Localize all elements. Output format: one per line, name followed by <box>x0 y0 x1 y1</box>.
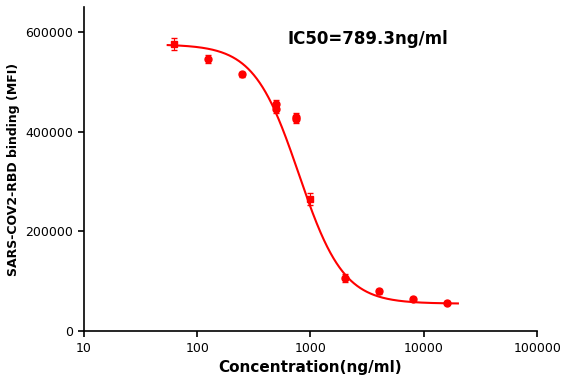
X-axis label: Concentration(ng/ml): Concentration(ng/ml) <box>219 360 402 375</box>
Text: IC50=789.3ng/ml: IC50=789.3ng/ml <box>288 30 449 48</box>
Y-axis label: SARS-COV2-RBD binding (MFI): SARS-COV2-RBD binding (MFI) <box>7 62 20 275</box>
